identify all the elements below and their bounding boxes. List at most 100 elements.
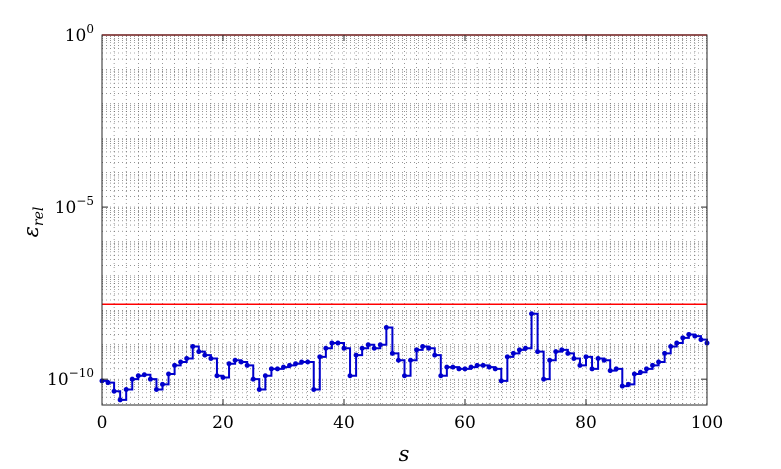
data-point: [335, 340, 341, 346]
data-point: [305, 359, 311, 365]
data-point: [583, 354, 589, 360]
data-point: [389, 350, 395, 356]
data-point: [504, 354, 510, 360]
data-point: [680, 335, 686, 341]
y-tick-label-exponent: −10: [69, 366, 94, 380]
data-point: [117, 397, 123, 403]
data-point: [226, 361, 232, 367]
data-point: [268, 366, 274, 372]
x-tick-label: 40: [333, 413, 355, 433]
data-point: [323, 345, 329, 351]
data-point: [371, 345, 377, 351]
data-point: [377, 342, 383, 348]
data-point: [674, 340, 680, 346]
plot-frame: [101, 34, 708, 406]
data-point: [311, 387, 317, 393]
data-point: [613, 366, 619, 372]
data-point: [565, 350, 571, 356]
data-point: [547, 357, 553, 363]
data-point: [220, 374, 226, 380]
data-point: [250, 376, 256, 382]
data-point: [595, 356, 601, 362]
data-point: [426, 345, 432, 351]
y-tick-label-exponent: 0: [86, 22, 94, 36]
data-point: [287, 362, 293, 368]
data-point: [129, 376, 135, 382]
y-tick-label-base: 10: [55, 198, 77, 218]
data-point: [196, 349, 202, 355]
data-point: [535, 349, 541, 355]
data-point: [462, 366, 468, 372]
data-point: [662, 350, 668, 356]
y-tick-label: 10−10: [47, 366, 94, 390]
data-point: [486, 364, 492, 370]
data-point: [184, 356, 190, 362]
data-point: [541, 376, 547, 382]
y-tick-label: 100: [65, 22, 94, 46]
data-point: [656, 359, 662, 365]
data-point: [190, 343, 196, 349]
x-axis-ticks: 0 20 40 60 80 100: [97, 35, 723, 433]
data-point: [686, 331, 692, 337]
y-tick-label-exponent: −5: [76, 194, 94, 208]
data-point: [208, 356, 214, 362]
data-point: [625, 381, 631, 387]
data-point: [474, 362, 480, 368]
data-point: [141, 372, 147, 378]
data-point: [123, 387, 129, 393]
data-point: [516, 347, 522, 353]
data-point: [111, 388, 117, 394]
data-point: [529, 311, 535, 317]
data-point: [523, 345, 528, 351]
data-point: [432, 352, 438, 358]
data-point: [619, 383, 625, 389]
data-point: [420, 343, 426, 349]
x-tick-label: 80: [575, 413, 597, 433]
data-point: [293, 361, 299, 367]
data-point: [365, 342, 371, 348]
data-point: [178, 359, 184, 365]
data-point: [244, 362, 250, 368]
x-axis-label: s: [399, 442, 410, 466]
data-point: [559, 347, 565, 353]
data-point: [414, 347, 420, 353]
y-tick-label: 10−5: [55, 194, 94, 218]
series: [99, 311, 710, 403]
data-point: [383, 325, 389, 331]
data-point: [274, 366, 280, 372]
data-point: [408, 357, 414, 363]
y-tick-label-base: 10: [47, 370, 69, 390]
data-point: [637, 369, 643, 375]
data-point: [238, 359, 244, 365]
data-point: [359, 345, 365, 351]
data-point: [166, 371, 172, 377]
data-point: [577, 362, 583, 368]
data-point: [444, 364, 450, 370]
x-tick-label: 0: [97, 413, 108, 433]
data-point: [402, 373, 407, 379]
data-point: [353, 352, 359, 358]
y-axis-label-main: ε: [19, 226, 43, 237]
data-point: [450, 364, 456, 370]
data-point: [692, 333, 698, 339]
x-tick-label: 60: [454, 413, 476, 433]
data-point: [262, 373, 268, 379]
data-point: [341, 345, 347, 351]
data-point: [644, 366, 649, 372]
data-point: [631, 371, 637, 377]
data-point: [456, 366, 462, 372]
data-point: [153, 387, 159, 393]
data-point: [553, 349, 559, 355]
data-point: [202, 352, 208, 358]
data-point: [601, 357, 607, 363]
data-point: [160, 381, 165, 387]
data-point: [105, 380, 111, 386]
x-tick-label: 20: [212, 413, 234, 433]
data-point: [498, 378, 504, 384]
data-point: [135, 373, 141, 379]
data-point: [607, 368, 613, 374]
data-point: [510, 350, 516, 356]
data-point: [317, 354, 323, 360]
